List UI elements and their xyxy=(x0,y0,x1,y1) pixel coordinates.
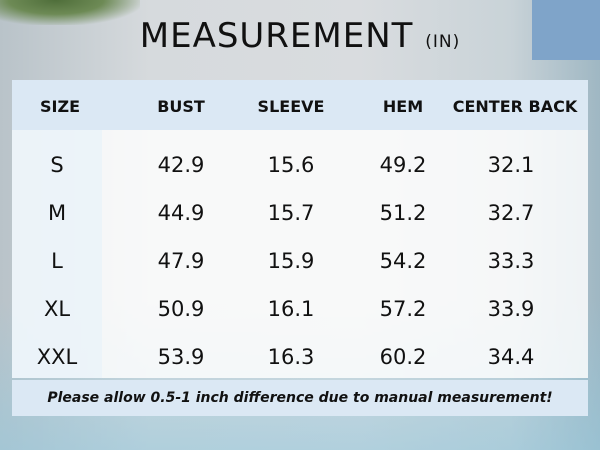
size-column xyxy=(12,130,102,378)
column-header: BUST xyxy=(157,97,205,116)
table-cell: 15.7 xyxy=(267,201,315,225)
table-cell: S xyxy=(50,153,64,177)
column-header: SLEEVE xyxy=(257,97,325,116)
table-cell: 50.9 xyxy=(157,297,205,321)
table-cell: 33.9 xyxy=(487,297,535,321)
table-cell: M xyxy=(47,201,67,225)
column-header: SIZE xyxy=(39,97,80,116)
table-cell: 51.2 xyxy=(379,201,427,225)
unit-label: (IN) xyxy=(425,32,461,52)
table-header xyxy=(12,80,588,130)
table-cell: 47.9 xyxy=(157,249,205,273)
table-cell: 15.9 xyxy=(267,249,315,273)
table-cell: XL xyxy=(43,297,71,321)
column-header: CENTER BACK xyxy=(452,97,578,116)
table-cell: 32.1 xyxy=(487,153,535,177)
table-cell: 16.3 xyxy=(267,345,315,369)
sky xyxy=(532,0,600,60)
table-cell: 54.2 xyxy=(379,249,427,273)
table-cell: L xyxy=(51,249,63,273)
table-cell: 49.2 xyxy=(379,153,427,177)
tree-foliage xyxy=(0,0,140,25)
table-cell: 15.6 xyxy=(267,153,315,177)
page-title: MEASUREMENT (IN) xyxy=(0,16,600,56)
table-cell: 60.2 xyxy=(379,345,427,369)
table-cell: 42.9 xyxy=(157,153,205,177)
table-cell: 33.3 xyxy=(487,249,535,273)
table-cell: 57.2 xyxy=(379,297,427,321)
note: Please allow 0.5-1 inch difference due t… xyxy=(12,380,588,416)
table-cell: 53.9 xyxy=(157,345,205,369)
title-text: MEASUREMENT xyxy=(139,16,414,56)
table-cell: 44.9 xyxy=(157,201,205,225)
column-header: HEM xyxy=(382,97,424,116)
table-cell: XXL xyxy=(36,345,78,369)
table-cell: 34.4 xyxy=(487,345,535,369)
table-cell: 16.1 xyxy=(267,297,315,321)
table-cell: 32.7 xyxy=(487,201,535,225)
table-body xyxy=(12,130,588,378)
